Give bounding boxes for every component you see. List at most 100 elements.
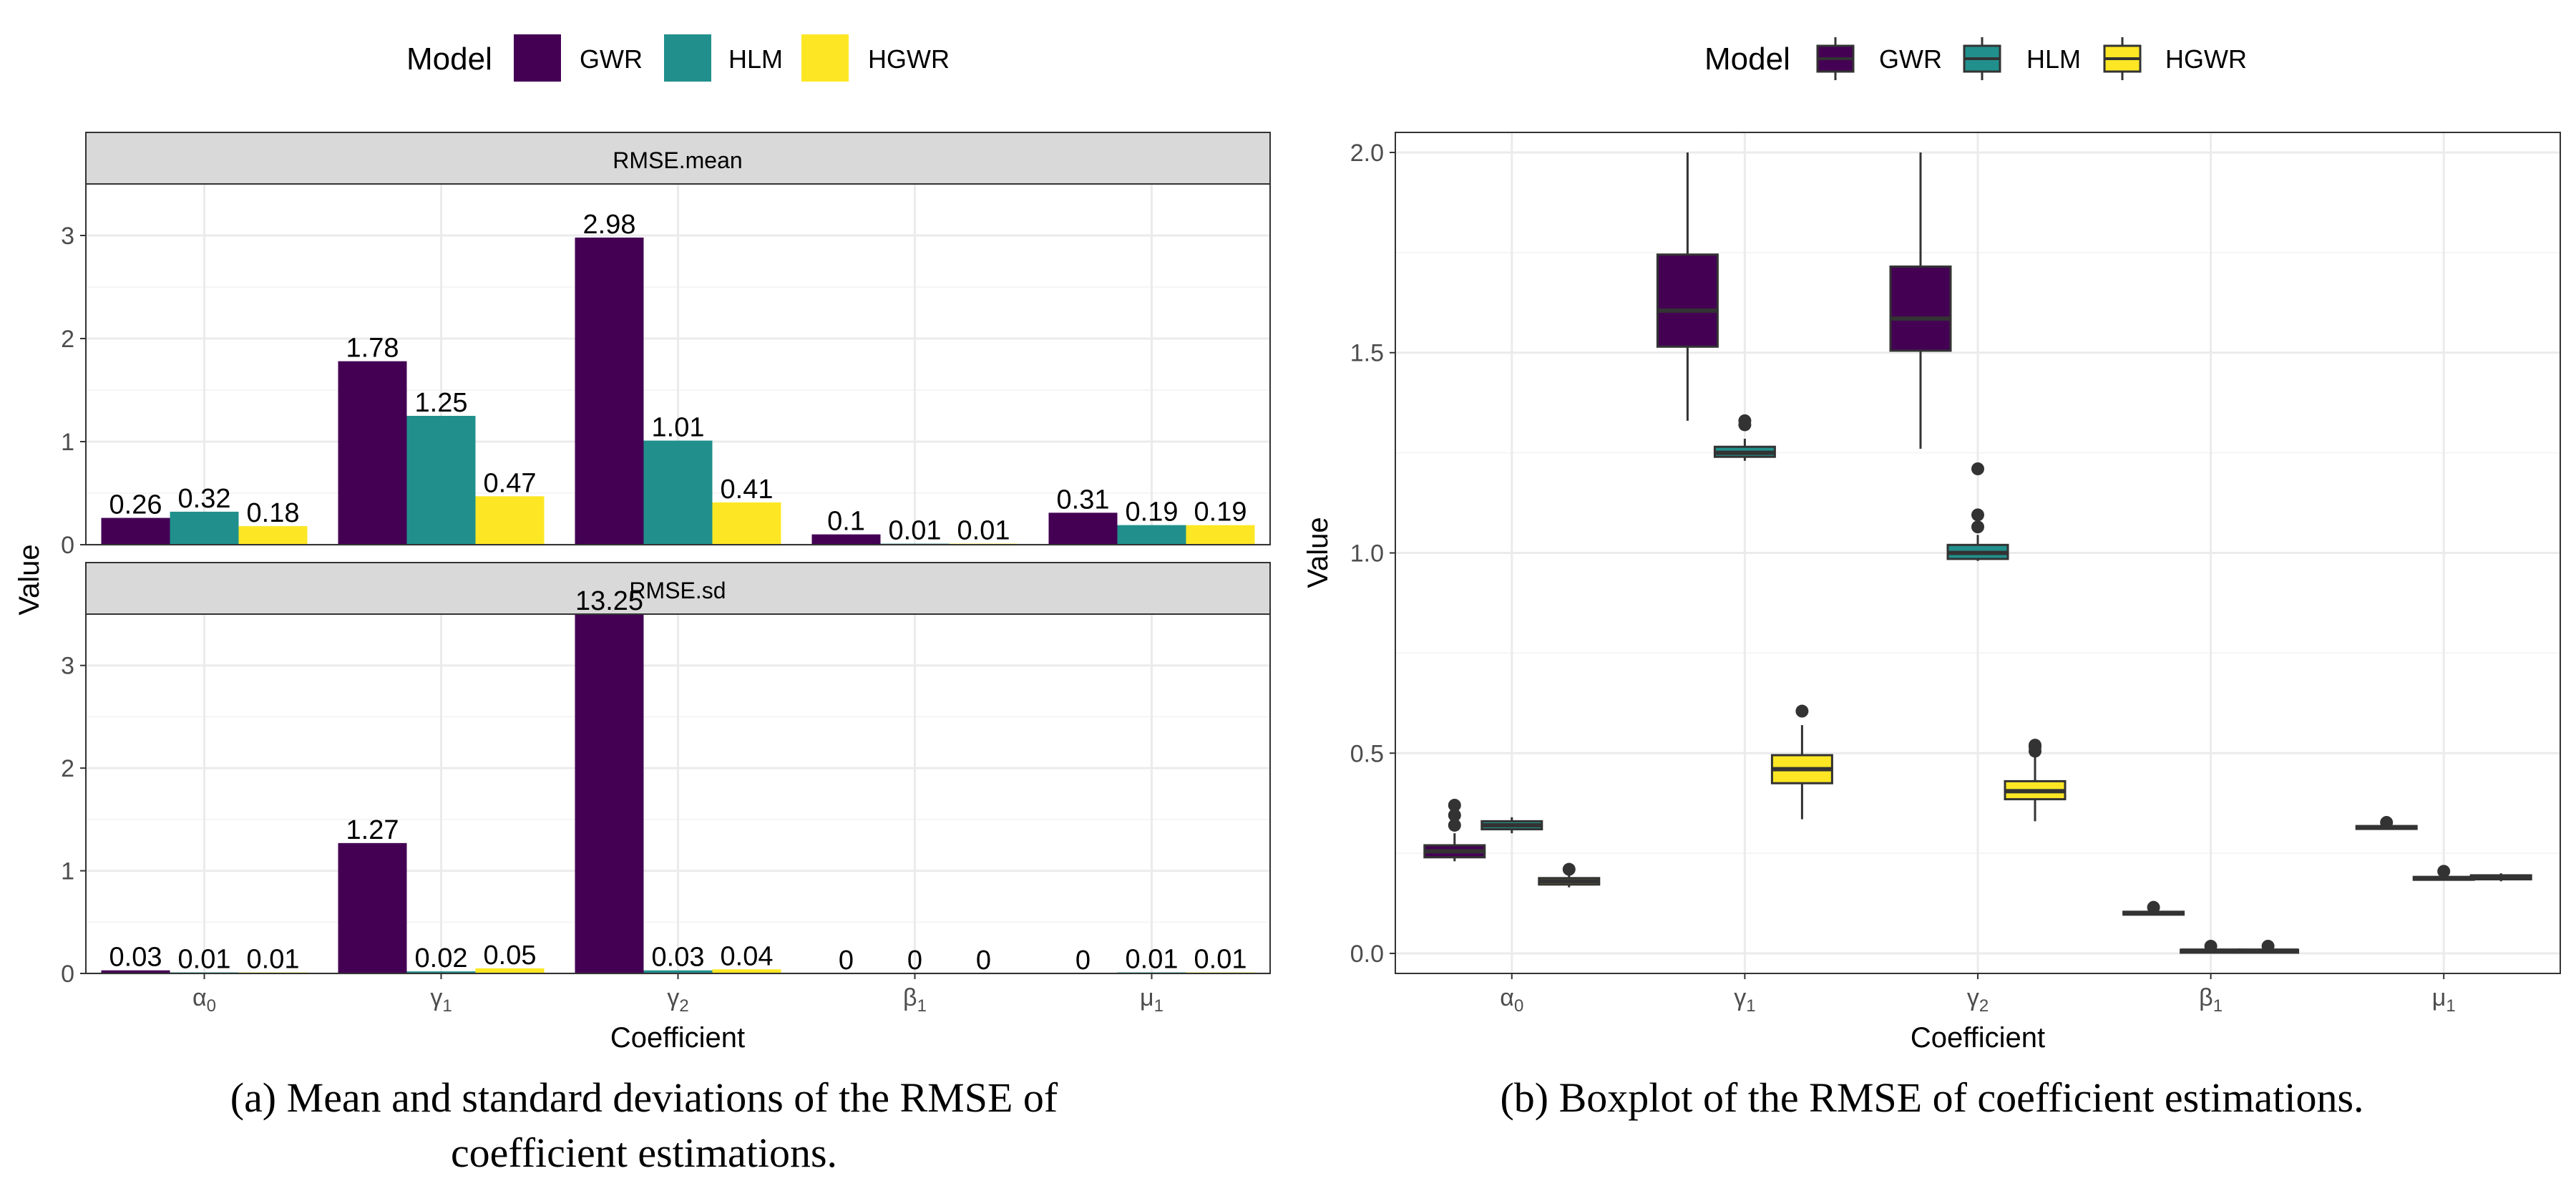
x-tick-label: γ1 <box>430 984 452 1016</box>
box-body <box>1889 265 1952 352</box>
bar-label-sd-hlm: 0.03 <box>652 943 705 973</box>
outlier-point <box>1971 508 1984 522</box>
box-hgwr <box>2237 939 2300 954</box>
facet-mean-strip <box>85 132 1271 185</box>
bar-sd-gwr <box>338 842 407 973</box>
bar-label-sd-gwr: 0 <box>839 946 854 976</box>
bar-mean-gwr <box>101 517 170 545</box>
legend-a: Model GWR HLM HGWR <box>406 34 950 82</box>
y-tick-label: 3 <box>61 653 74 680</box>
bar-label-sd-hgwr: 0 <box>976 946 991 976</box>
bar-mean-gwr <box>1048 512 1118 545</box>
outlier-point <box>1738 414 1752 427</box>
bar-label-sd-gwr: 0 <box>1075 946 1091 976</box>
x-tick-label: β1 <box>2199 984 2223 1016</box>
facet-mean-strip-label: RMSE.mean <box>613 147 742 173</box>
x-tick-label: μ1 <box>1140 984 1163 1016</box>
bar-label-mean-gwr: 1.78 <box>346 334 399 364</box>
legend-b-label-hgwr: HGWR <box>2165 44 2247 74</box>
bar-mean-hlm <box>643 440 713 545</box>
bar-sd-hlm <box>406 971 476 973</box>
y-tick-label: 0.5 <box>1350 740 1384 767</box>
legend-a-swatch-hlm <box>664 34 711 82</box>
box-hlm <box>1480 817 1543 834</box>
legend-a-title: Model <box>406 42 492 77</box>
outlier-point <box>2437 865 2451 878</box>
bar-label-sd-hgwr: 0.01 <box>1194 945 1247 975</box>
legend-a-label-hgwr: HGWR <box>868 44 950 74</box>
box-hlm <box>1946 462 2009 561</box>
bar-label-mean-gwr: 0.1 <box>827 507 865 537</box>
facet-mean-grid <box>86 184 1270 546</box>
facet-mean-bars: 0.26 0.32 0.18 1.78 1.25 0.47 2.98 1.01 0.41 0.1 0… <box>101 210 1255 546</box>
bar-mean-gwr <box>811 534 881 545</box>
panel-b-ylabel: Value <box>1302 517 1334 588</box>
bar-label-sd-hgwr: 0.05 <box>484 941 537 971</box>
panel-b-yaxis: 0.0 0.5 1.0 1.5 2.0 <box>1350 140 1395 968</box>
box-hlm <box>2412 865 2475 881</box>
panel-a-xaxis: α0 γ1 γ2 β1 μ1 <box>192 973 1163 1016</box>
bar-label-mean-hlm: 0.19 <box>1126 497 1179 528</box>
y-tick-label: 1.0 <box>1350 540 1384 568</box>
bar-mean-hlm <box>170 511 239 545</box>
facet-sd-strip-label: RMSE.sd <box>629 578 726 603</box>
panel-a-caption-line2: coefficient estimations. <box>451 1129 837 1176</box>
legend-b-key-hlm <box>1963 37 2001 80</box>
outlier-point <box>1971 520 1984 534</box>
outlier-point <box>1448 799 1461 812</box>
legend-a-label-gwr: GWR <box>580 44 643 74</box>
outlier-point <box>1795 704 1809 718</box>
outlier-point <box>1448 818 1461 832</box>
x-tick-label: μ1 <box>2432 984 2456 1016</box>
legend-b-key-gwr <box>1816 37 1855 80</box>
box-gwr <box>1656 152 1719 421</box>
bar-label-mean-hgwr: 0.41 <box>721 475 774 505</box>
outlier-point <box>2029 739 2041 752</box>
legend-a-label-hlm: HLM <box>728 44 783 74</box>
bar-label-mean-gwr: 0.31 <box>1057 485 1110 515</box>
y-tick-label: 2 <box>61 755 74 782</box>
bar-label-sd-gwr: 0.03 <box>109 943 162 973</box>
legend-b-label-gwr: GWR <box>1879 44 1942 74</box>
legend-b-label-hlm: HLM <box>2026 44 2081 74</box>
bar-label-sd-hlm: 0 <box>907 946 922 976</box>
box-hlm <box>1713 414 1776 461</box>
bar-label-sd-hlm: 0.02 <box>415 943 468 973</box>
box-gwr <box>1889 152 1952 449</box>
box-hlm <box>2180 939 2243 954</box>
panel-b-xlabel: Coefficient <box>1911 1022 2045 1054</box>
bar-label-mean-hgwr: 0.01 <box>957 516 1010 546</box>
x-tick-label: β1 <box>903 984 927 1016</box>
facet-sd: RMSE.sd 0.03 0.01 0.011.270.02 0.0513.250.0… <box>61 562 1271 988</box>
y-tick-label: 0 <box>61 532 74 559</box>
bar-label-sd-hlm: 0.01 <box>1126 945 1179 975</box>
legend-b-key-hgwr <box>2103 37 2142 80</box>
box-hgwr <box>2004 739 2067 822</box>
x-tick-label: γ2 <box>667 984 688 1016</box>
facet-sd-strip <box>85 562 1271 615</box>
bar-label-mean-gwr: 0.26 <box>109 490 162 520</box>
bar-label-mean-hlm: 1.01 <box>652 413 705 443</box>
legend-b-title: Model <box>1704 42 1790 77</box>
bar-label-mean-hgwr: 0.47 <box>484 468 537 498</box>
x-tick-label: α0 <box>1500 984 1523 1016</box>
bar-mean-hgwr <box>475 496 545 545</box>
legend-b: Model GWR HLM HGWR <box>1704 37 2247 80</box>
facet-mean-frame <box>85 183 1271 545</box>
panel-b-plot: 0.0 0.5 1.0 1.5 2.0 α0 γ1 γ2 β1 μ1 <box>1350 132 2561 1016</box>
box-gwr <box>2355 816 2418 830</box>
bar-label-mean-hlm: 1.25 <box>415 388 468 418</box>
bar-label-sd-gwr: 1.27 <box>346 815 399 845</box>
bar-mean-hgwr <box>712 502 781 545</box>
y-tick-label: 2.0 <box>1350 140 1384 167</box>
bar-label-mean-gwr: 2.98 <box>583 210 636 240</box>
bar-label-mean-hgwr: 0.19 <box>1194 497 1247 528</box>
bar-mean-hgwr <box>238 526 308 545</box>
bar-mean-hgwr <box>1186 525 1255 545</box>
outlier-point <box>1971 462 1984 475</box>
outlier-point <box>2380 816 2394 830</box>
panel-b-xaxis: α0 γ1 γ2 β1 μ1 <box>1500 973 2456 1016</box>
y-tick-label: 1 <box>61 429 74 456</box>
y-tick-label: 1 <box>61 858 74 885</box>
